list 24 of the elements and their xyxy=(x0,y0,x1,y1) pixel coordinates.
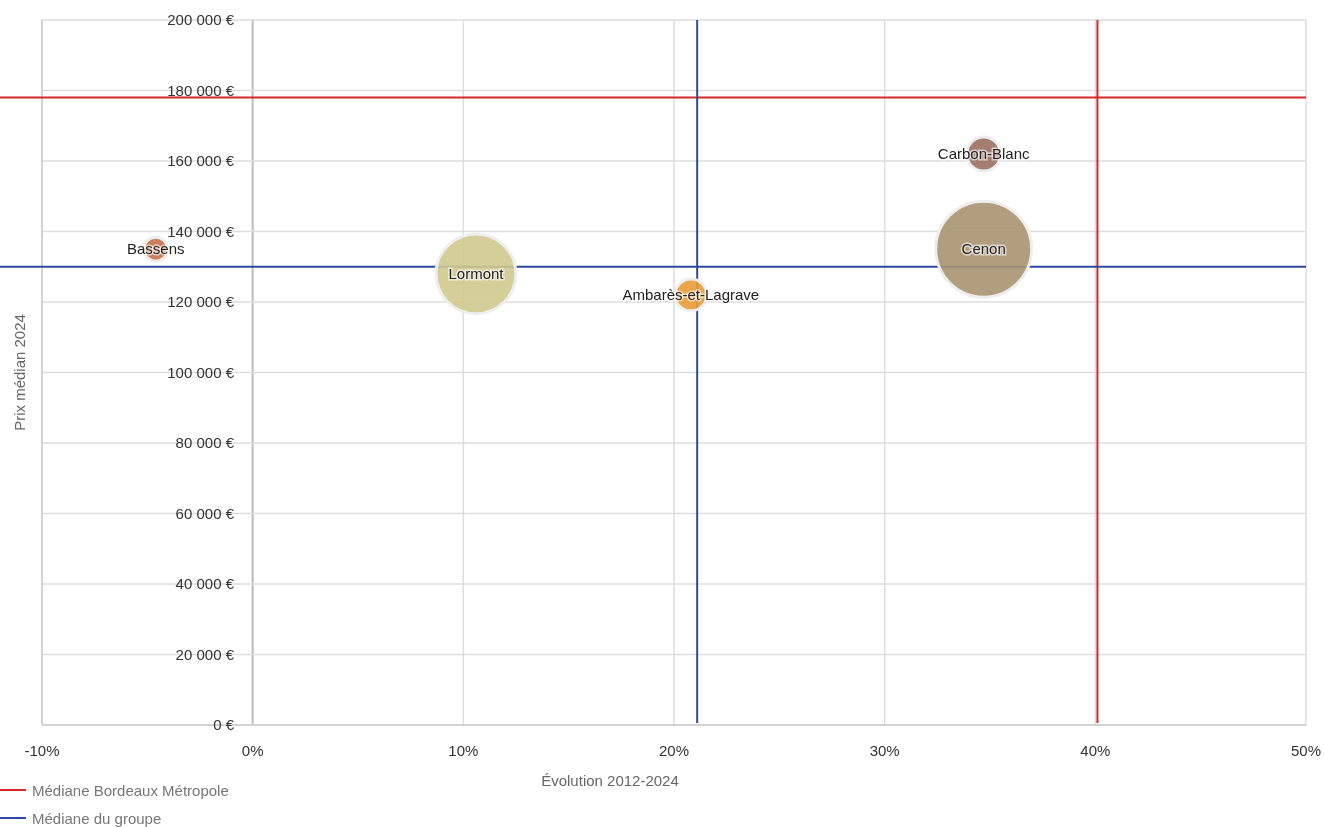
x-tick-label: 50% xyxy=(1290,742,1322,759)
y-tick-label: 80 000 € xyxy=(175,434,235,451)
x-tick-label: 30% xyxy=(869,742,900,759)
y-tick-label: 160 000 € xyxy=(167,152,235,169)
y-tick-label: 20 000 € xyxy=(175,645,235,663)
y-tick-label: 100 000 € xyxy=(167,363,235,381)
y-tick-label: 40 000 € xyxy=(175,575,235,592)
y-tick-label: 120 000 € xyxy=(167,293,235,310)
y-axis-title: Prix médian 2024 xyxy=(11,314,28,431)
series-label: Lormont xyxy=(448,264,505,282)
x-axis-title: Évolution 2012-2024 xyxy=(541,772,679,789)
legend-label: Médiane du groupe xyxy=(32,810,162,827)
x-tick-label: 0% xyxy=(241,742,264,759)
y-tick-label: 180 000 € xyxy=(167,81,235,99)
series-label: Cenon xyxy=(961,240,1006,258)
x-tick-label: 40% xyxy=(1080,742,1111,759)
y-tick-label: 200 000 € xyxy=(167,11,235,28)
y-tick-label: 140 000 € xyxy=(167,222,235,240)
y-tick-label: 0 € xyxy=(213,716,235,733)
x-tick-label: -10% xyxy=(24,742,60,759)
x-tick-label: 20% xyxy=(658,742,690,759)
y-tick-label: 60 000 € xyxy=(175,504,235,522)
legend-label: Médiane Bordeaux Métropole xyxy=(32,782,229,799)
x-tick-label: 10% xyxy=(448,742,479,759)
